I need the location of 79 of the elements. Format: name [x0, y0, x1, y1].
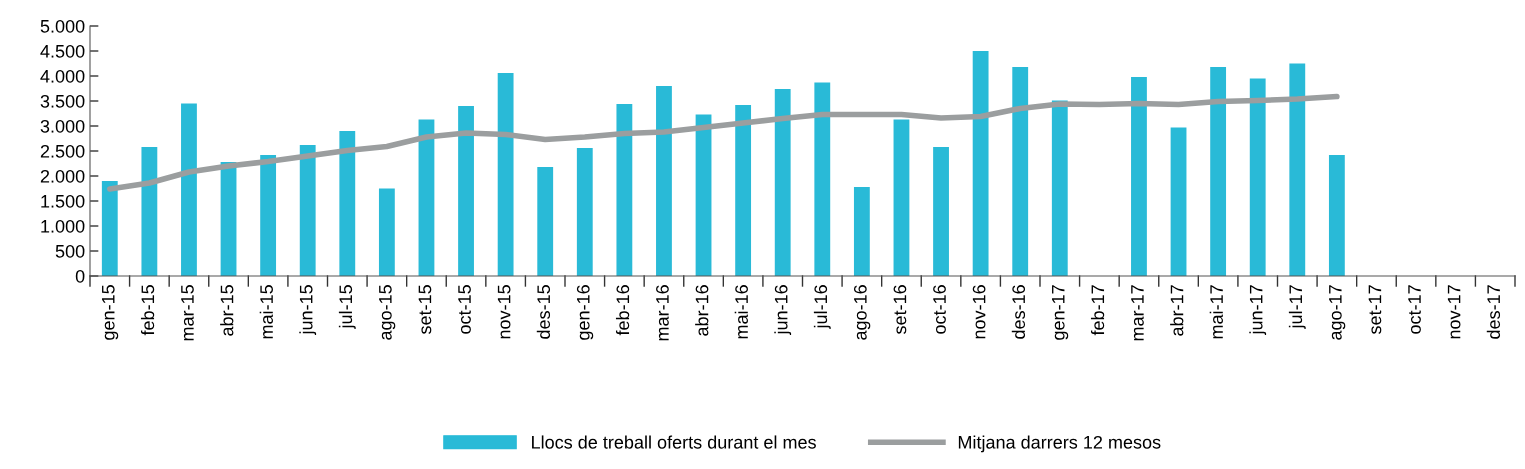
x-tick-label: gen-17 — [1052, 285, 1069, 340]
y-tick-label: 4.000 — [40, 69, 85, 83]
bar — [141, 147, 158, 276]
bar — [656, 86, 672, 276]
x-tick-label: des-17 — [1486, 285, 1501, 339]
bar — [972, 51, 989, 276]
x-tick-label: set-16 — [893, 285, 907, 335]
bar — [1328, 155, 1345, 276]
x-tick-label: jul-15 — [338, 285, 356, 329]
x-tick-label: gen-15 — [102, 285, 119, 340]
y-tick-label: 2.000 — [40, 169, 85, 183]
x-tick-label: jun-15 — [299, 285, 317, 335]
legend-label: Llocs de treball oferts durant el mes — [532, 435, 816, 449]
x-tick-label: ago-15 — [379, 285, 396, 340]
x-tick-label: mai-15 — [259, 285, 273, 339]
y-tick-label: 5.000 — [40, 19, 85, 33]
x-tick-label: set-17 — [1368, 285, 1382, 335]
x-tick-label: jul-17 — [1288, 285, 1306, 329]
x-tick-label: jul-16 — [813, 285, 831, 329]
x-tick-label: ago-17 — [1329, 285, 1346, 340]
bar — [1131, 77, 1147, 276]
x-tick-label: abr-15 — [220, 285, 234, 336]
y-tick-label: 500 — [55, 244, 85, 258]
x-tick-label: nov-16 — [972, 285, 986, 339]
x-tick-label: set-15 — [418, 285, 432, 335]
x-tick-label: des-15 — [536, 285, 551, 339]
bar — [1051, 100, 1068, 276]
y-tick-label: 0 — [75, 269, 85, 283]
bar — [378, 188, 395, 276]
x-tick-label: mai-16 — [734, 285, 748, 339]
y-tick-label: 1.000 — [41, 219, 85, 233]
x-tick-label: feb-15 — [140, 285, 155, 336]
bar — [695, 114, 712, 276]
bar — [814, 82, 831, 276]
y-tick-label: 2.500 — [40, 144, 85, 158]
bar — [1249, 78, 1266, 276]
x-tick-label: gen-16 — [576, 285, 594, 340]
x-tick-label: jun-17 — [1249, 285, 1267, 335]
x-tick-label: mar-16 — [656, 285, 669, 341]
y-tick-label: 3.000 — [40, 119, 85, 133]
x-tick-label: ago-16 — [853, 285, 871, 340]
x-tick-label: nov-15 — [497, 285, 511, 339]
bar — [537, 167, 554, 276]
bar — [458, 106, 474, 276]
bar — [1210, 67, 1227, 276]
x-tick-label: nov-17 — [1447, 285, 1461, 339]
x-tick-label: abr-16 — [695, 285, 709, 336]
y-tick-label: 1.500 — [41, 194, 85, 208]
y-tick-label: 3.500 — [40, 94, 85, 108]
bar — [1170, 127, 1187, 276]
x-tick-label: jun-16 — [774, 285, 792, 335]
x-tick-label: oct-15 — [458, 285, 471, 334]
y-tick-label: 4.500 — [40, 44, 85, 58]
x-tick-label: mai-17 — [1209, 285, 1223, 339]
bar — [853, 187, 870, 276]
x-tick-label: mar-17 — [1131, 285, 1144, 341]
bar — [181, 103, 197, 276]
bar — [299, 145, 316, 276]
x-tick-label: abr-17 — [1170, 285, 1184, 336]
x-tick-label: des-16 — [1011, 285, 1026, 339]
x-tick-label: oct-16 — [933, 285, 946, 334]
bar — [1289, 63, 1306, 276]
x-tick-label: mar-15 — [181, 285, 194, 341]
bar — [339, 131, 356, 276]
bar — [260, 155, 277, 276]
x-tick-label: oct-17 — [1408, 285, 1421, 334]
bar — [497, 73, 514, 276]
bar — [893, 119, 910, 276]
bar — [576, 148, 593, 276]
bar — [933, 147, 949, 276]
bar — [418, 119, 435, 276]
x-tick-label: feb-17 — [1090, 285, 1105, 336]
bar — [1012, 67, 1029, 276]
bar — [616, 104, 633, 276]
bar — [101, 181, 118, 276]
bar — [735, 105, 752, 276]
x-tick-label: feb-16 — [615, 285, 630, 336]
bar — [774, 89, 791, 276]
legend-label: Mitjana darrers 12 mesos — [958, 435, 1161, 453]
